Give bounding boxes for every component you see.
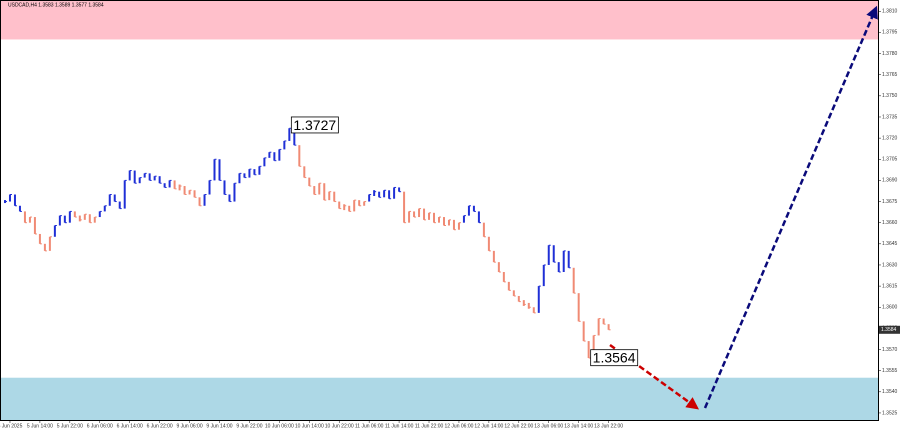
forecast-arrow-up bbox=[703, 5, 878, 409]
y-tick-label: 1.3735 bbox=[882, 114, 898, 120]
y-tick-label: 1.3645 bbox=[882, 241, 898, 247]
y-tick-label: 1.3750 bbox=[882, 93, 898, 99]
y-tick-label: 1.3600 bbox=[882, 305, 898, 311]
y-tick-label: 1.3615 bbox=[882, 283, 898, 289]
x-tick-label: 11 Jun 06:00 bbox=[355, 423, 384, 429]
zones bbox=[0, 0, 878, 420]
x-tick-label: 9 Jun 06:00 bbox=[176, 423, 202, 429]
y-tick-label: 1.3540 bbox=[882, 389, 898, 395]
chart-title: USDCAD,H4 1.3583 1.3589 1.3577 1.3584 bbox=[8, 2, 104, 8]
bars bbox=[3, 127, 611, 359]
y-tick-label: 1.3555 bbox=[882, 368, 898, 374]
x-tick-label: 13 Jun 06:00 bbox=[534, 423, 563, 429]
y-tick-label: 1.3660 bbox=[882, 220, 898, 226]
annotations: 1.3727 1.3564 bbox=[290, 116, 639, 367]
current-price-label: 1.3584 bbox=[881, 327, 897, 333]
current-price-box bbox=[879, 325, 900, 334]
x-tick-label: 10 Jun 14:00 bbox=[295, 423, 324, 429]
y-tick-label: 1.3630 bbox=[882, 262, 898, 268]
x-tick-label: 6 Jun 22:00 bbox=[147, 423, 173, 429]
x-tick-label: 5 Jun 14:00 bbox=[27, 423, 53, 429]
y-tick-label: 1.3690 bbox=[882, 178, 898, 184]
annotation-box bbox=[590, 349, 639, 367]
x-tick-label: 11 Jun 22:00 bbox=[415, 423, 444, 429]
y-tick-label: 1.3570 bbox=[882, 347, 898, 353]
x-tick-label: 5 Jun 2025 bbox=[0, 423, 23, 429]
x-tick-label: 5 Jun 22:00 bbox=[57, 423, 83, 429]
x-tick-label: 12 Jun 06:00 bbox=[444, 423, 473, 429]
x-tick-label: 12 Jun 22:00 bbox=[504, 423, 533, 429]
y-tick-label: 1.3720 bbox=[882, 135, 898, 141]
y-tick-label: 1.3810 bbox=[882, 9, 898, 15]
annotation: 1.3727 bbox=[293, 117, 336, 133]
y-tick-label: 1.3765 bbox=[882, 72, 898, 78]
plot-frame bbox=[0, 0, 879, 421]
x-tick-label: 6 Jun 06:00 bbox=[87, 423, 113, 429]
x-tick-label: 9 Jun 22:00 bbox=[236, 423, 262, 429]
zone bbox=[0, 377, 878, 420]
annotation: 1.3564 bbox=[593, 350, 636, 366]
x-tick-label: 10 Jun 22:00 bbox=[325, 423, 354, 429]
y-tick-label: 1.3525 bbox=[882, 410, 898, 416]
x-tick-label: 10 Jun 06:00 bbox=[265, 423, 294, 429]
x-tick-label: 9 Jun 14:00 bbox=[206, 423, 232, 429]
x-tick-label: 13 Jun 22:00 bbox=[594, 423, 623, 429]
x-tick-label: 11 Jun 14:00 bbox=[385, 423, 414, 429]
axes: 1.35251.35401.35551.35701.35851.36001.36… bbox=[0, 9, 900, 429]
zone bbox=[0, 0, 878, 40]
y-tick-label: 1.3780 bbox=[882, 51, 898, 57]
annotation-box bbox=[290, 116, 339, 134]
x-tick-label: 6 Jun 14:00 bbox=[117, 423, 143, 429]
y-tick-label: 1.3705 bbox=[882, 157, 898, 163]
y-tick-label: 1.3675 bbox=[882, 199, 898, 205]
x-tick-label: 12 Jun 14:00 bbox=[474, 423, 503, 429]
x-tick-label: 13 Jun 14:00 bbox=[564, 423, 593, 429]
y-tick-label: 1.3795 bbox=[882, 30, 898, 36]
